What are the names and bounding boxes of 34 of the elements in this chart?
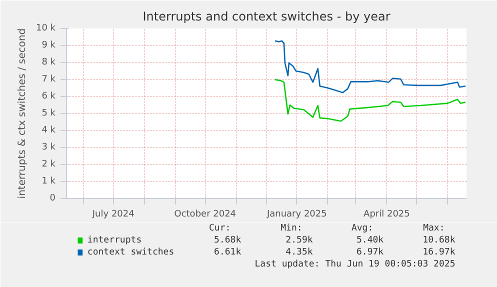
x-tick-label: January 2025 xyxy=(266,210,327,220)
text: 6.61k xyxy=(214,248,242,258)
y-tick-label: 1 k xyxy=(42,176,56,186)
text: Avg: xyxy=(351,224,374,234)
y-tick-label: 6 k xyxy=(42,92,56,102)
x-tick-label: April 2025 xyxy=(364,210,410,220)
text: 2.59k xyxy=(286,236,314,246)
y-tick-label: 9 k xyxy=(42,40,56,50)
chart-title: Interrupts and context switches - by year xyxy=(142,10,390,24)
line-series xyxy=(274,40,466,94)
x-tick-label: July 2024 xyxy=(91,210,135,220)
y-axis-title: interrupts & ctx switches / second xyxy=(16,28,28,199)
y-tick-label: 2 k xyxy=(42,160,56,170)
text: Cur: xyxy=(209,224,231,234)
text: Last update: Thu Jun 19 00:05:03 2025 xyxy=(254,260,456,270)
text: 16.97k xyxy=(422,248,456,258)
y-tick-label: 5 k xyxy=(42,108,56,118)
y-tick-label: 7 k xyxy=(42,74,56,84)
x-tick-label: October 2024 xyxy=(174,210,236,220)
text: 5.40k xyxy=(356,236,384,246)
line-series xyxy=(274,79,466,122)
y-tick-label: 3 k xyxy=(42,142,56,152)
text: 5.68k xyxy=(214,236,242,246)
text: Max: xyxy=(423,224,445,234)
legend-label: context switches xyxy=(87,248,174,258)
y-tick-label: 8 k xyxy=(42,58,56,68)
text: 6.97k xyxy=(356,248,384,258)
y-tick-label: 0 xyxy=(50,194,56,204)
legend-label: interrupts xyxy=(87,236,142,246)
text: Min: xyxy=(280,224,302,234)
y-tick-label: 10 k xyxy=(36,24,56,34)
y-tick-label: 4 k xyxy=(42,126,56,136)
text: 10.68k xyxy=(422,236,456,246)
text: 4.35k xyxy=(286,248,314,258)
